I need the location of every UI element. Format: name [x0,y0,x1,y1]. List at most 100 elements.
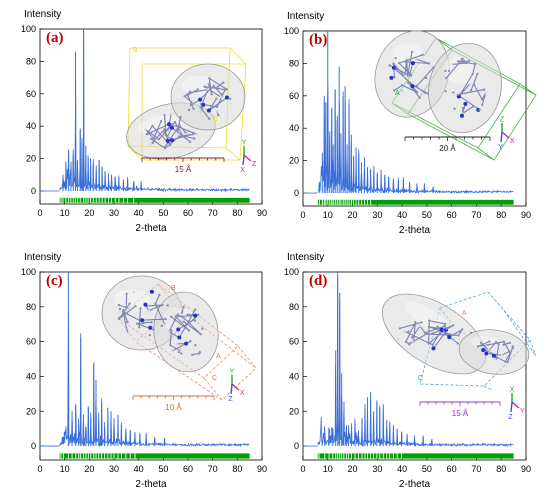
molecule-atom [509,352,512,355]
x-tick-label: 70 [471,464,481,474]
molecule-atom [415,84,419,88]
molecule-atom [414,321,417,324]
molecule-atom [456,342,460,345]
orientation-axis-label: X [510,138,515,145]
diffraction-pattern [317,86,514,195]
molecule-atom [418,96,421,100]
molecule-atom [192,107,195,110]
panel-2: 0 20 40 60 80 100 0 10 20 30 40 50 60 70 80 90 Intensity… [284,11,531,236]
molecule-atom [478,108,481,111]
molecule-atom [176,327,181,332]
panel-3: 0 20 40 60 80 100 0 10 20 30 40 50 60 70 80 90 Intensity… [21,252,267,490]
molecule-atom [450,63,454,66]
molecule-atom [152,328,155,331]
molecule-atom [484,351,489,356]
molecule-atom [139,307,142,310]
molecule-atom [389,75,394,80]
molecule-atom [459,330,462,334]
molecule-bonds [145,113,198,149]
molecule-atom [511,346,515,350]
molecule-atom [195,133,199,136]
molecule-atom [145,133,149,136]
molecule-atom [447,69,451,73]
orientation-axis [510,401,513,413]
molecule-atom [187,329,191,332]
molecule-atom [216,85,219,89]
orientation-axis-label: Y [242,139,247,146]
molecule-atom [197,352,201,355]
molecule-atom [462,59,466,63]
molecule-atom [201,327,204,330]
molecule-atom [467,60,471,63]
molecule-atom [427,325,431,328]
y-axis-title: Intensity [287,252,324,263]
molecule-atom [472,105,475,108]
molecule-atom [182,305,185,309]
x-tick-label: 90 [521,210,531,220]
orientation-axis [242,154,245,166]
y-tick-label: 40 [289,123,299,133]
x-tick-label: 10 [60,464,70,474]
reflection-tick-bar [59,453,250,459]
molecule-atom [144,128,147,131]
panel-label: (c) [46,273,63,289]
molecule-atom [507,350,511,353]
molecule-atom [229,97,232,101]
unit-cell-label: A [395,90,400,97]
x-tick-label: 10 [323,464,333,474]
panel-1: 0 20 40 60 80 100 0 10 20 30 40 50 60 70 80 90 Intensity… [21,9,267,234]
molecule-atom [157,137,161,141]
ellipsoid [170,63,246,131]
y-tick-label: 60 [289,337,299,347]
molecule-atom [403,330,406,333]
molecule-atom [427,342,430,345]
molecule-atom [194,344,197,347]
molecule-atom [151,141,154,144]
unit-cell-label: B [171,285,176,292]
molecule-atom [176,313,179,316]
molecule-atom [497,343,500,346]
x-tick-label: 60 [183,464,193,474]
molecule-inset-d: A C 15 Å X YZ [381,291,537,421]
molecule-atom [176,129,179,132]
molecule-atom [488,340,491,343]
molecule-atom [494,341,498,344]
molecule-atom [140,318,145,323]
molecule-atom [397,61,401,65]
molecule-atom [225,95,229,100]
molecule-atom [148,325,153,330]
molecule-atom [408,74,411,77]
x-tick-label: 20 [348,210,358,220]
scale-bar-label: 15 Å [175,165,192,174]
molecule-atom [487,343,490,346]
molecule-atom [169,143,172,146]
molecule-atom [393,89,396,92]
molecule-atom [170,112,173,116]
reflection-tick-bar [317,453,514,459]
x-tick-label: 10 [60,208,70,218]
panel-label: (d) [309,273,327,289]
molecule-atom [180,311,184,314]
molecule-atom [169,125,174,130]
y-tick-label: 20 [289,406,299,416]
molecule-atom [480,98,484,101]
molecule-atom [127,307,130,310]
molecule-atom [192,318,195,321]
y-tick-label: 0 [31,441,36,451]
molecule-atom [170,138,174,143]
molecule-atom [164,317,167,321]
molecule-atom [163,323,167,327]
molecule-atom [460,113,464,118]
molecule-atom [206,108,211,113]
ellipsoid [153,291,219,373]
molecule-atom [423,91,427,94]
molecule-atom [472,83,476,86]
molecule-atom [393,75,396,79]
molecule-atom [177,335,182,340]
molecule-atom [177,350,181,354]
molecule-atom [447,335,452,340]
molecule-atom [410,61,415,66]
molecule-atom [167,122,172,127]
x-axis-title: 2-theta [135,479,167,490]
x-tick-label: 60 [447,464,457,474]
